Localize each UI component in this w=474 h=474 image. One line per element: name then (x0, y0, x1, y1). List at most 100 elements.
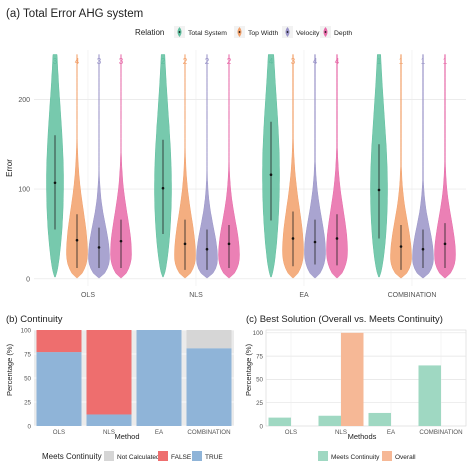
violin-legend: Relation Total System Top Width Velocity De… (135, 26, 352, 38)
violin-median-point (421, 247, 425, 251)
best-solution-x-axis-label: Methods (348, 432, 377, 441)
best-solution-x-tick-label: OLS (285, 429, 297, 436)
violin-shape (434, 54, 456, 279)
legend-label: Top Width (248, 30, 278, 37)
best-solution-y-axis-label: Percentage (%) (244, 343, 253, 396)
continuity-x-tick-label: EA (155, 429, 164, 436)
violin-median-point (443, 242, 447, 246)
legend-median-dot (238, 31, 241, 33)
violin-shape (174, 54, 196, 279)
violin-shape (412, 54, 434, 279)
best-solution-x-tick-label: NLS (335, 429, 347, 436)
violin-median-point (97, 246, 101, 249)
violin-chart-title: (a) Total Error AHG system (6, 8, 143, 20)
continuity-bar-segment (186, 348, 232, 426)
continuity-bar-segment (186, 330, 232, 349)
legend-median-dot (178, 31, 181, 33)
continuity-y-tick-label: 0 (28, 423, 32, 430)
continuity-legend-items: Not Calculated FALSE TRUE (104, 451, 223, 461)
continuity-y-tick-label: 25 (24, 399, 31, 406)
violin-median-point (269, 173, 273, 177)
best-solution-bar (268, 417, 291, 426)
continuity-bar-segment (36, 352, 82, 426)
violin-shape (326, 54, 348, 279)
continuity-legend-label: FALSE (171, 454, 192, 461)
violin-shape (88, 54, 110, 279)
violin-median-point (75, 238, 79, 242)
best-solution-bar (368, 412, 391, 426)
best-solution-y-tick-label: 75 (256, 353, 263, 360)
continuity-legend-title: Meets Continuity (42, 452, 102, 461)
violin-shape (390, 54, 412, 279)
violin-median-point (183, 242, 187, 246)
best-solution-y-tick-label: 25 (256, 400, 263, 407)
continuity-chart-title: (b) Continuity (6, 314, 63, 325)
violin-y-axis-label: Error (5, 159, 14, 177)
best-solution-y-tick-label: 50 (256, 377, 263, 384)
violin-rank-label: 4 (335, 57, 340, 66)
violin-rank-label: 2 (227, 57, 232, 66)
legend-label: Total System (188, 30, 227, 37)
violin-rank-label: 1 (443, 57, 448, 66)
continuity-legend-label: Not Calculated (117, 454, 160, 461)
violin-rank-label: 3 (53, 57, 58, 66)
best-solution-bar (341, 332, 364, 426)
best-solution-legend: Meets Continuity Overall (318, 451, 416, 461)
continuity-y-tick-label: 50 (24, 375, 31, 382)
violin-plot-area: 0 100 200 OLS 3 4 3 3 NLS 2 2 2 2 EA 4 3 4 4 COMBINATION 1 1… (18, 50, 466, 299)
violin-x-tick-label: COMBINATION (388, 292, 437, 299)
violin-shape (66, 54, 88, 279)
violin-rank-label: 3 (97, 57, 102, 66)
violin-legend-items: Total System Top Width Velocity Depth (174, 26, 352, 38)
violin-median-point (313, 240, 317, 244)
best-solution-y-tick-label: 0 (260, 423, 264, 430)
continuity-bar-segment (86, 414, 132, 426)
violin-rank-label: 4 (269, 57, 274, 66)
continuity-bar-segment (36, 330, 82, 353)
continuity-x-tick-label: COMBINATION (187, 429, 230, 436)
best-solution-legend-swatch (318, 451, 328, 461)
legend-median-dot (286, 31, 289, 33)
violin-median-point (335, 237, 339, 240)
continuity-y-tick-label: 100 (21, 327, 32, 334)
violin-median-point (205, 247, 209, 251)
violin-y-tick-label: 100 (18, 187, 30, 194)
violin-rank-label: 1 (421, 57, 426, 66)
best-solution-x-tick-label: COMBINATION (419, 429, 462, 436)
continuity-legend-label: TRUE (205, 454, 223, 461)
continuity-bar-segment (86, 330, 132, 415)
best-solution-legend-label: Overall (395, 454, 416, 461)
violin-rank-label: 2 (183, 57, 188, 66)
continuity-legend: Meets Continuity Not Calculated FALSE TRUE (42, 451, 223, 461)
violin-shape (110, 54, 132, 279)
continuity-legend-swatch (158, 451, 168, 461)
violin-rank-label: 1 (377, 57, 382, 66)
violin-x-tick-label: NLS (189, 292, 203, 299)
violin-rank-label: 4 (313, 57, 318, 66)
violin-shape (282, 54, 304, 279)
best-solution-legend-swatch (382, 451, 392, 461)
violin-rank-label: 4 (75, 57, 80, 66)
legend-label: Velocity (296, 30, 320, 37)
violin-median-point (53, 181, 57, 185)
violin-median-point (119, 239, 123, 243)
best-solution-chart-title: (c) Best Solution (Overall vs. Meets Con… (246, 314, 443, 325)
violin-shape (196, 54, 218, 279)
violin-median-point (377, 188, 381, 192)
violin-x-tick-label: EA (299, 292, 309, 299)
violin-x-tick-label: OLS (81, 292, 95, 299)
continuity-x-tick-label: OLS (53, 429, 65, 436)
best-solution-bar (318, 415, 341, 426)
best-solution-legend-label: Meets Continuity (331, 454, 380, 461)
best-solution-x-tick-label: EA (387, 429, 396, 436)
continuity-x-axis-label: Method (114, 432, 139, 441)
continuity-plot-area: 0 25 50 75 100 OLS NLS EA COMBINATION (21, 327, 234, 436)
violin-median-point (161, 186, 165, 190)
continuity-x-tick-label: NLS (103, 429, 115, 436)
violin-legend-title: Relation (135, 28, 164, 37)
best-solution-y-tick-label: 100 (253, 330, 264, 337)
best-solution-plot-area: 0 25 50 75 100 OLS NLS EA COMBINATION (253, 329, 467, 436)
violin-rank-label: 3 (119, 57, 124, 66)
legend-label: Depth (334, 30, 352, 37)
best-solution-bar (418, 365, 441, 426)
